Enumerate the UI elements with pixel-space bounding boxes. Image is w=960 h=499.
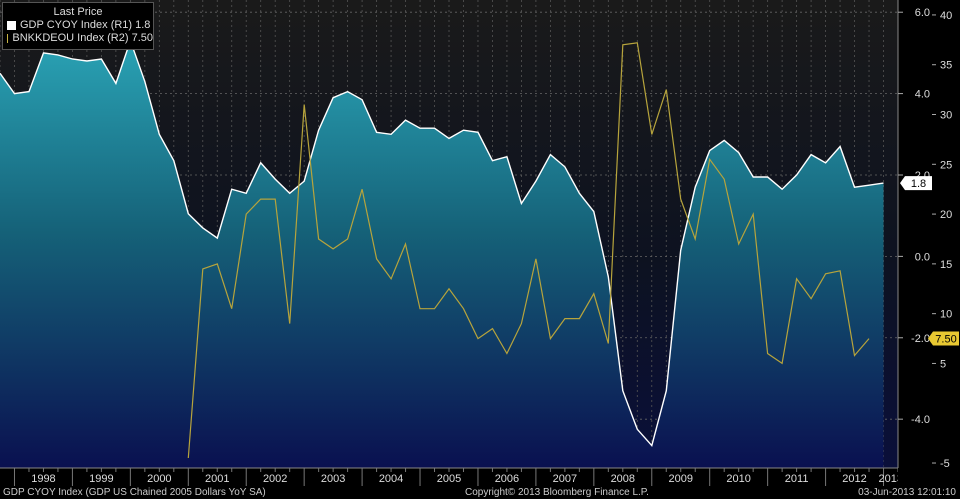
x-tick-label: 2001 bbox=[205, 473, 229, 485]
x-tick-label: 2005 bbox=[437, 473, 461, 485]
legend-swatch-bnk bbox=[7, 34, 9, 43]
x-axis-band bbox=[0, 468, 960, 486]
footer-description: GDP CYOY Index (GDP US Chained 2005 Doll… bbox=[3, 487, 266, 498]
r2-tick-label: 25 bbox=[940, 159, 952, 171]
last-value-tag-gdp bbox=[900, 176, 932, 191]
legend-header: Last Price bbox=[53, 6, 103, 18]
series-line-bnk bbox=[187, 42, 870, 459]
r2-tick-label: 40 bbox=[940, 10, 952, 22]
legend-item-bnk: BNKKDEOU Index (R2) 7.50 bbox=[3, 32, 153, 45]
r2-tick-label: 30 bbox=[940, 110, 952, 122]
legend-label-gdp: GDP CYOY Index (R1) 1.8 bbox=[20, 19, 151, 31]
r1-tick-label: 0.0 bbox=[915, 251, 930, 263]
r1-tick-label: -4.0 bbox=[911, 414, 930, 426]
last-value-tag-bnk bbox=[928, 331, 959, 346]
last-value-label-gdp: 1.8 bbox=[911, 178, 926, 190]
x-tick-label: 2007 bbox=[553, 473, 577, 485]
last-value-tags: 1.8 7.50 bbox=[900, 176, 959, 346]
r1-tick-label: 4.0 bbox=[915, 89, 930, 101]
x-tick-label: 2008 bbox=[611, 473, 635, 485]
x-tick-label: 2002 bbox=[263, 473, 287, 485]
x-tick-label: 2011 bbox=[785, 473, 809, 485]
legend-swatch-gdp bbox=[7, 21, 16, 30]
footer-copyright: Copyright© 2013 Bloomberg Finance L.P. bbox=[465, 487, 649, 498]
x-tick-label: 1999 bbox=[89, 473, 113, 485]
legend-label-bnk: BNKKDEOU Index (R2) 7.50 bbox=[12, 32, 153, 44]
legend-item-gdp: GDP CYOY Index (R1) 1.8 bbox=[3, 19, 153, 32]
x-tick-label: 1998 bbox=[31, 473, 55, 485]
y-axis-band bbox=[898, 0, 960, 486]
r2-tick-label: 5 bbox=[940, 358, 946, 370]
x-tick-label: 2006 bbox=[495, 473, 519, 485]
x-tick-label: 2004 bbox=[379, 473, 403, 485]
gdp-area-fill bbox=[0, 40, 884, 468]
r2-tick-label: 10 bbox=[940, 309, 952, 321]
r1-tick-label: 6.0 bbox=[915, 7, 930, 19]
r1-tick-label: -2.0 bbox=[911, 333, 930, 345]
series-line-gdp bbox=[0, 38, 884, 448]
x-tick-label: 2012 bbox=[842, 473, 866, 485]
legend: Last Price GDP CYOY Index (R1) 1.8 BNKKD… bbox=[2, 2, 154, 50]
x-tick-label: 2000 bbox=[147, 473, 171, 485]
x-tick-label: 2010 bbox=[726, 473, 750, 485]
x-tick-label: 2003 bbox=[321, 473, 345, 485]
r2-tick-label: 35 bbox=[940, 60, 952, 72]
r2-tick-label: -5 bbox=[940, 458, 950, 470]
series-lines bbox=[0, 38, 884, 459]
footer-timestamp: 03-Jun-2013 12:01:10 bbox=[858, 487, 956, 498]
x-axis: 1998 1999 2000 2001 2002 2003 2004 2005 2006 2007… bbox=[0, 467, 960, 486]
r2-tick-label: 20 bbox=[940, 209, 952, 221]
last-value-label-bnk: 7.50 bbox=[935, 334, 956, 346]
r2-tick-label: 15 bbox=[940, 259, 952, 271]
x-tick-label: 2009 bbox=[668, 473, 692, 485]
x-tick-label: 2013 bbox=[879, 473, 903, 485]
